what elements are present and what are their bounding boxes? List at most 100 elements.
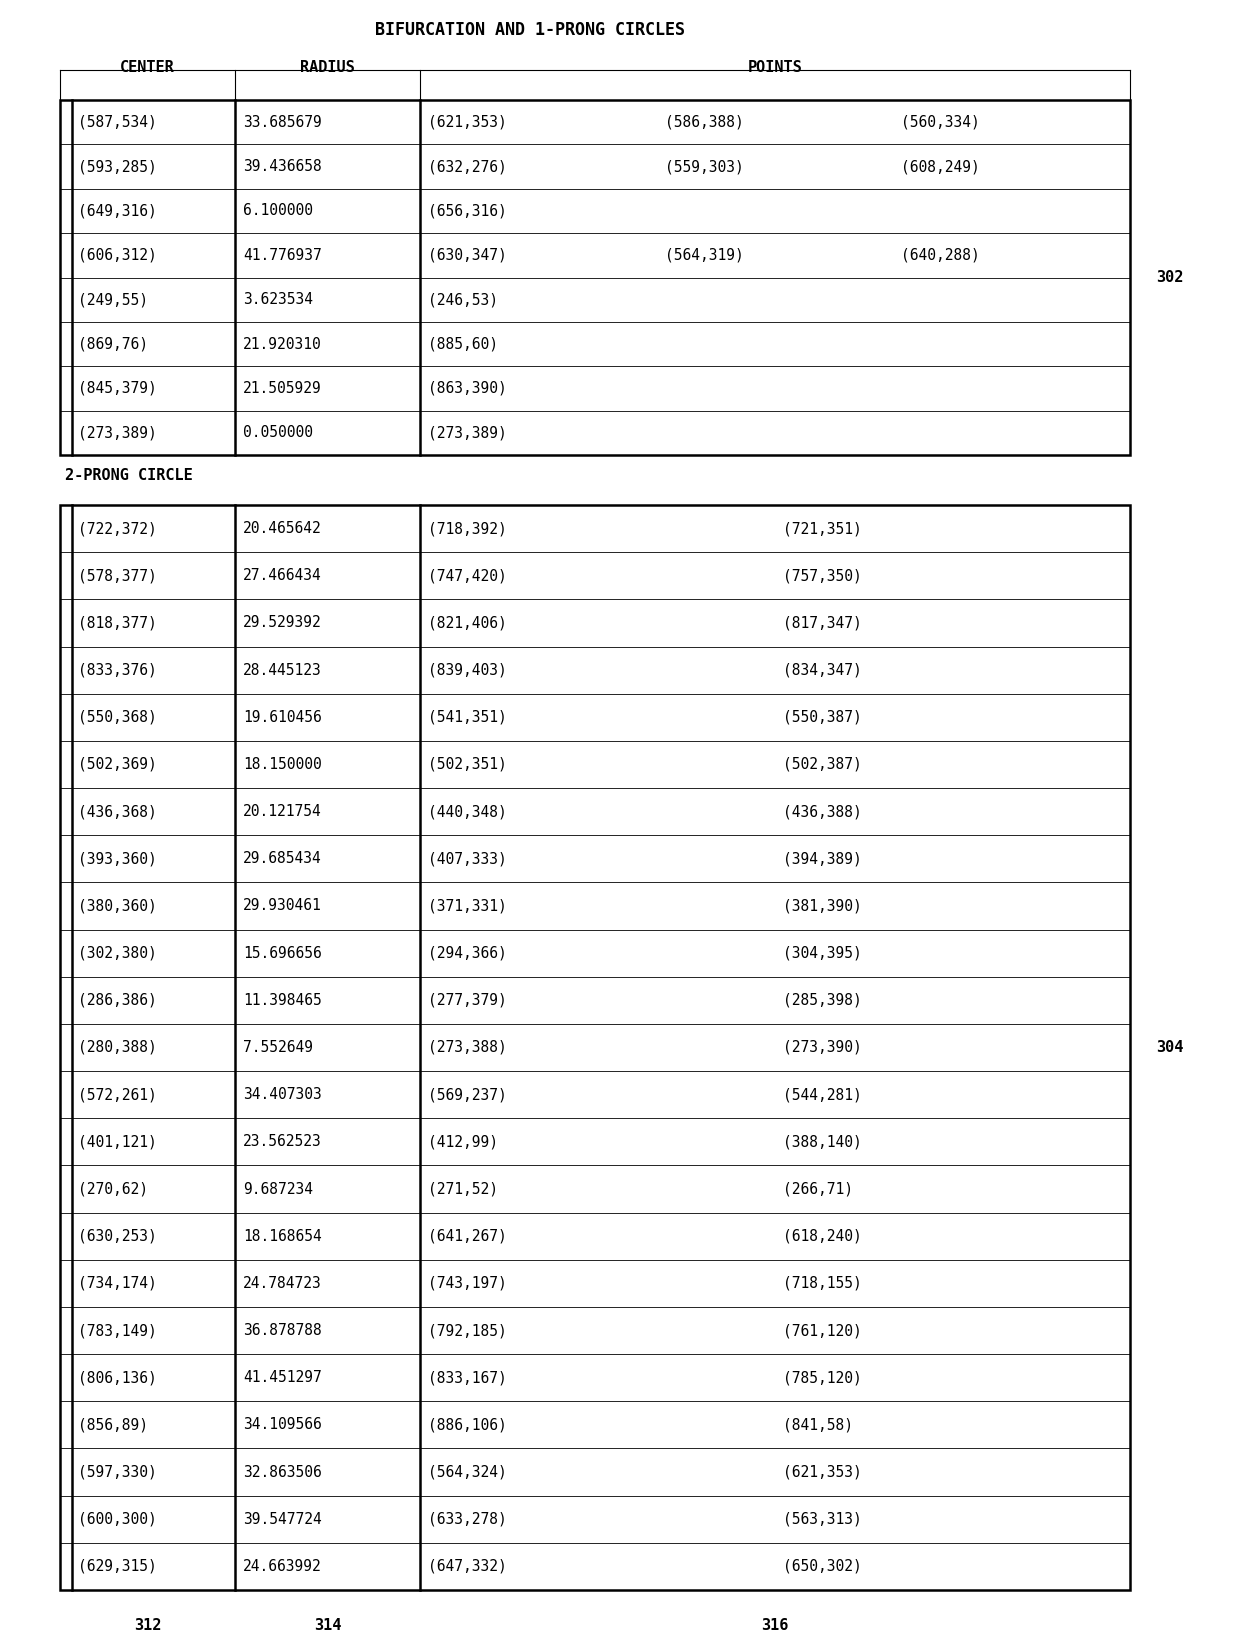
Text: (407,333): (407,333) xyxy=(428,851,507,866)
Text: (502,369): (502,369) xyxy=(78,757,156,772)
Text: 11.398465: 11.398465 xyxy=(243,992,321,1007)
Text: 314: 314 xyxy=(314,1617,341,1633)
Text: 18.150000: 18.150000 xyxy=(243,757,321,772)
Text: (586,388): (586,388) xyxy=(665,115,744,130)
Text: (572,261): (572,261) xyxy=(78,1088,156,1102)
Text: 6.100000: 6.100000 xyxy=(243,204,312,219)
Text: (869,76): (869,76) xyxy=(78,337,148,352)
Text: 34.109566: 34.109566 xyxy=(243,1418,321,1433)
Text: (564,319): (564,319) xyxy=(665,248,744,263)
Text: (381,390): (381,390) xyxy=(782,899,862,914)
Text: (608,249): (608,249) xyxy=(901,159,980,174)
Text: (587,534): (587,534) xyxy=(78,115,156,130)
Text: (436,368): (436,368) xyxy=(78,803,156,820)
Text: (649,316): (649,316) xyxy=(78,204,156,219)
Text: (839,403): (839,403) xyxy=(428,662,507,677)
Text: 18.168654: 18.168654 xyxy=(243,1229,321,1244)
Text: 0.050000: 0.050000 xyxy=(243,426,312,440)
Text: 24.784723: 24.784723 xyxy=(243,1277,321,1291)
Text: (630,347): (630,347) xyxy=(428,248,507,263)
Text: 302: 302 xyxy=(1157,269,1184,284)
Text: (502,387): (502,387) xyxy=(782,757,862,772)
Text: (761,120): (761,120) xyxy=(782,1323,862,1337)
Text: 316: 316 xyxy=(761,1617,789,1633)
Text: (302,380): (302,380) xyxy=(78,946,156,961)
Text: (440,348): (440,348) xyxy=(428,803,507,820)
Text: POINTS: POINTS xyxy=(748,61,802,76)
Text: (647,332): (647,332) xyxy=(428,1559,507,1574)
Text: 21.505929: 21.505929 xyxy=(243,381,321,396)
Text: (845,379): (845,379) xyxy=(78,381,156,396)
Text: (502,351): (502,351) xyxy=(428,757,507,772)
Text: (280,388): (280,388) xyxy=(78,1040,156,1055)
Text: (273,389): (273,389) xyxy=(78,426,156,440)
Text: 29.685434: 29.685434 xyxy=(243,851,321,866)
Text: (569,237): (569,237) xyxy=(428,1088,507,1102)
Text: 32.863506: 32.863506 xyxy=(243,1464,321,1480)
Text: (621,353): (621,353) xyxy=(428,115,507,130)
Text: 34.407303: 34.407303 xyxy=(243,1088,321,1102)
Text: 304: 304 xyxy=(1157,1040,1184,1055)
Text: (388,140): (388,140) xyxy=(782,1134,862,1150)
Text: (630,253): (630,253) xyxy=(78,1229,156,1244)
Text: (806,136): (806,136) xyxy=(78,1370,156,1385)
Text: (544,281): (544,281) xyxy=(782,1088,862,1102)
Text: 39.436658: 39.436658 xyxy=(243,159,321,174)
Text: (578,377): (578,377) xyxy=(78,568,156,583)
Text: (785,120): (785,120) xyxy=(782,1370,862,1385)
Bar xyxy=(60,100,1130,455)
Text: (270,62): (270,62) xyxy=(78,1181,148,1196)
Text: 3.623534: 3.623534 xyxy=(243,292,312,307)
Text: (304,395): (304,395) xyxy=(782,946,862,961)
Text: (632,276): (632,276) xyxy=(428,159,507,174)
Text: (656,316): (656,316) xyxy=(428,204,507,219)
Text: (593,285): (593,285) xyxy=(78,159,156,174)
Text: (633,278): (633,278) xyxy=(428,1512,507,1526)
Text: (834,347): (834,347) xyxy=(782,662,862,677)
Text: (393,360): (393,360) xyxy=(78,851,156,866)
Text: (412,99): (412,99) xyxy=(428,1134,498,1150)
Text: (792,185): (792,185) xyxy=(428,1323,507,1337)
Text: (246,53): (246,53) xyxy=(428,292,498,307)
Text: (436,388): (436,388) xyxy=(782,803,862,820)
Text: (863,390): (863,390) xyxy=(428,381,507,396)
Text: (641,267): (641,267) xyxy=(428,1229,507,1244)
Text: 24.663992: 24.663992 xyxy=(243,1559,321,1574)
Text: 27.466434: 27.466434 xyxy=(243,568,321,583)
Text: (833,376): (833,376) xyxy=(78,662,156,677)
Text: (821,406): (821,406) xyxy=(428,616,507,631)
Text: (371,331): (371,331) xyxy=(428,899,507,914)
Text: (743,197): (743,197) xyxy=(428,1277,507,1291)
Text: (550,368): (550,368) xyxy=(78,710,156,725)
Text: (817,347): (817,347) xyxy=(782,616,862,631)
Text: (885,60): (885,60) xyxy=(428,337,498,352)
Text: (841,58): (841,58) xyxy=(782,1418,853,1433)
Text: (285,398): (285,398) xyxy=(782,992,862,1007)
Text: 28.445123: 28.445123 xyxy=(243,662,321,677)
Text: (273,389): (273,389) xyxy=(428,426,507,440)
Text: 21.920310: 21.920310 xyxy=(243,337,321,352)
Text: 2-PRONG CIRCLE: 2-PRONG CIRCLE xyxy=(64,468,192,483)
Text: (718,392): (718,392) xyxy=(428,521,507,536)
Text: 15.696656: 15.696656 xyxy=(243,946,321,961)
Text: (286,386): (286,386) xyxy=(78,992,156,1007)
Text: (273,388): (273,388) xyxy=(428,1040,507,1055)
Text: 19.610456: 19.610456 xyxy=(243,710,321,725)
Text: (606,312): (606,312) xyxy=(78,248,156,263)
Text: (401,121): (401,121) xyxy=(78,1134,156,1150)
Text: (856,89): (856,89) xyxy=(78,1418,148,1433)
Text: (559,303): (559,303) xyxy=(665,159,744,174)
Text: (621,353): (621,353) xyxy=(782,1464,862,1480)
Text: (721,351): (721,351) xyxy=(782,521,862,536)
Text: (560,334): (560,334) xyxy=(901,115,980,130)
Text: (747,420): (747,420) xyxy=(428,568,507,583)
Text: 20.465642: 20.465642 xyxy=(243,521,321,536)
Text: (266,71): (266,71) xyxy=(782,1181,853,1196)
Text: (564,324): (564,324) xyxy=(428,1464,507,1480)
Text: 312: 312 xyxy=(134,1617,161,1633)
Text: (380,360): (380,360) xyxy=(78,899,156,914)
Text: BIFURCATION AND 1-PRONG CIRCLES: BIFURCATION AND 1-PRONG CIRCLES xyxy=(374,21,684,39)
Text: 39.547724: 39.547724 xyxy=(243,1512,321,1526)
Text: (818,377): (818,377) xyxy=(78,616,156,631)
Text: (271,52): (271,52) xyxy=(428,1181,498,1196)
